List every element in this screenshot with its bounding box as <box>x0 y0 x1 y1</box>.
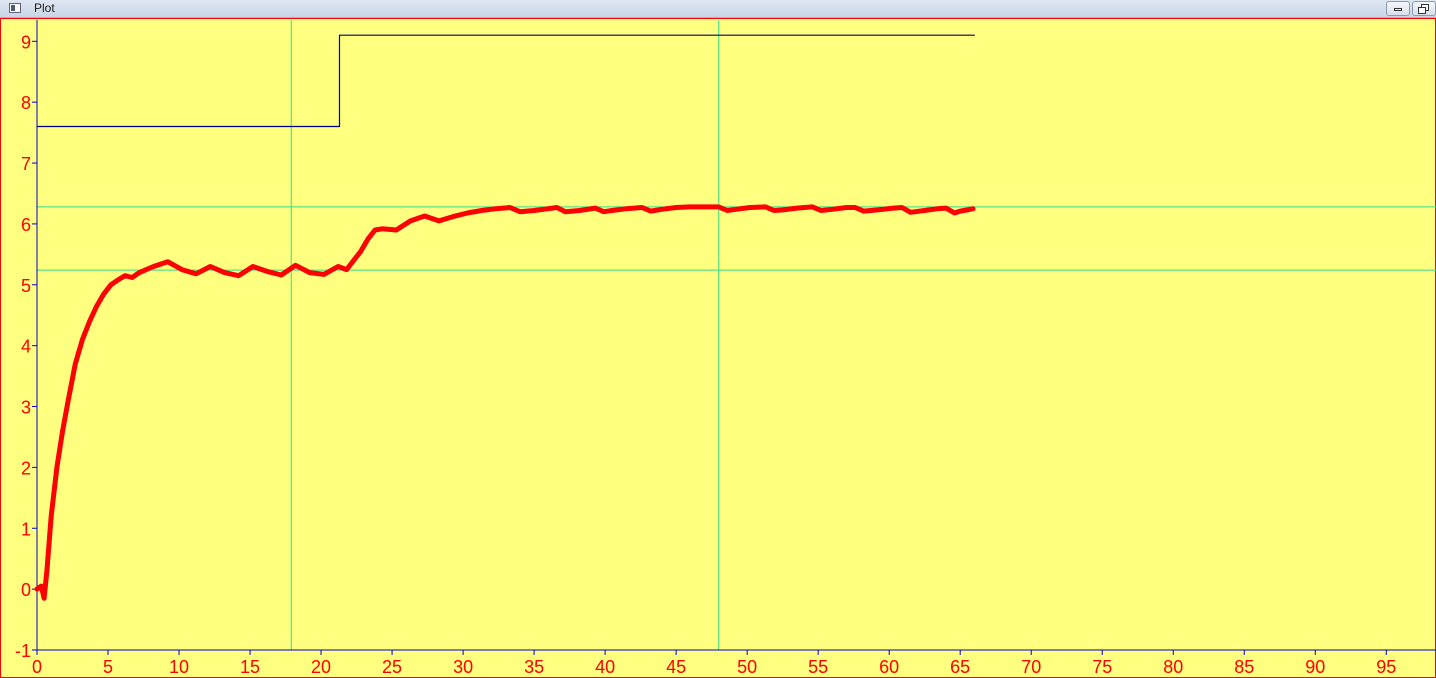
y-tick-label-2: 2 <box>21 458 31 478</box>
x-tick-label-85: 85 <box>1234 657 1254 677</box>
y-tick-label-9: 9 <box>21 32 31 52</box>
window-title: Plot <box>34 1 55 15</box>
line-chart: 0 5 10 15 20 25 30 35 40 45 50 55 60 65 70 75 80 85 90 95-1… <box>0 18 1436 678</box>
x-tick-label-50: 50 <box>737 657 757 677</box>
x-tick-label-10: 10 <box>169 657 189 677</box>
y-tick-label-1: 1 <box>21 519 31 539</box>
app-icon <box>9 3 21 13</box>
x-tick-label-90: 90 <box>1305 657 1325 677</box>
x-tick-label-40: 40 <box>595 657 615 677</box>
tick-labels: 0 5 10 15 20 25 30 35 40 45 50 55 60 65 70 75 80 85 90 95-1… <box>15 32 1396 677</box>
y-tick-label-3: 3 <box>21 398 31 418</box>
x-tick-label-5: 5 <box>103 657 113 677</box>
axes <box>32 20 1436 655</box>
x-tick-label-0: 0 <box>32 657 42 677</box>
series <box>34 34 976 601</box>
x-tick-label-60: 60 <box>879 657 899 677</box>
y-tick-label-4: 4 <box>21 337 31 357</box>
x-tick-label-75: 75 <box>1092 657 1112 677</box>
x-tick-label-70: 70 <box>1021 657 1041 677</box>
x-tick-label-45: 45 <box>666 657 686 677</box>
x-tick-label-35: 35 <box>524 657 544 677</box>
x-tick-label-15: 15 <box>240 657 260 677</box>
x-tick-label-20: 20 <box>311 657 331 677</box>
x-tick-label-95: 95 <box>1376 657 1396 677</box>
minimize-button[interactable] <box>1386 1 1410 16</box>
x-tick-label-30: 30 <box>453 657 473 677</box>
y-tick-label-6: 6 <box>21 215 31 235</box>
plot-background <box>0 18 1436 678</box>
x-tick-label-55: 55 <box>808 657 828 677</box>
window-titlebar: Plot <box>0 0 1436 18</box>
y-tick-label-8: 8 <box>21 93 31 113</box>
plot-area: 0 5 10 15 20 25 30 35 40 45 50 55 60 65 70 75 80 85 90 95 -1… <box>0 18 1436 678</box>
x-tick-label-65: 65 <box>950 657 970 677</box>
x-tick-label-80: 80 <box>1163 657 1183 677</box>
series-line-0 <box>34 204 976 601</box>
restore-button[interactable] <box>1412 1 1436 16</box>
y-tick-label-0: 0 <box>21 580 31 600</box>
y-tick-label-7: 7 <box>21 154 31 174</box>
x-tick-label-25: 25 <box>382 657 402 677</box>
series-line-1 <box>36 34 976 128</box>
y-tick-label-5: 5 <box>21 276 31 296</box>
y-tick-label--1: -1 <box>15 641 31 661</box>
